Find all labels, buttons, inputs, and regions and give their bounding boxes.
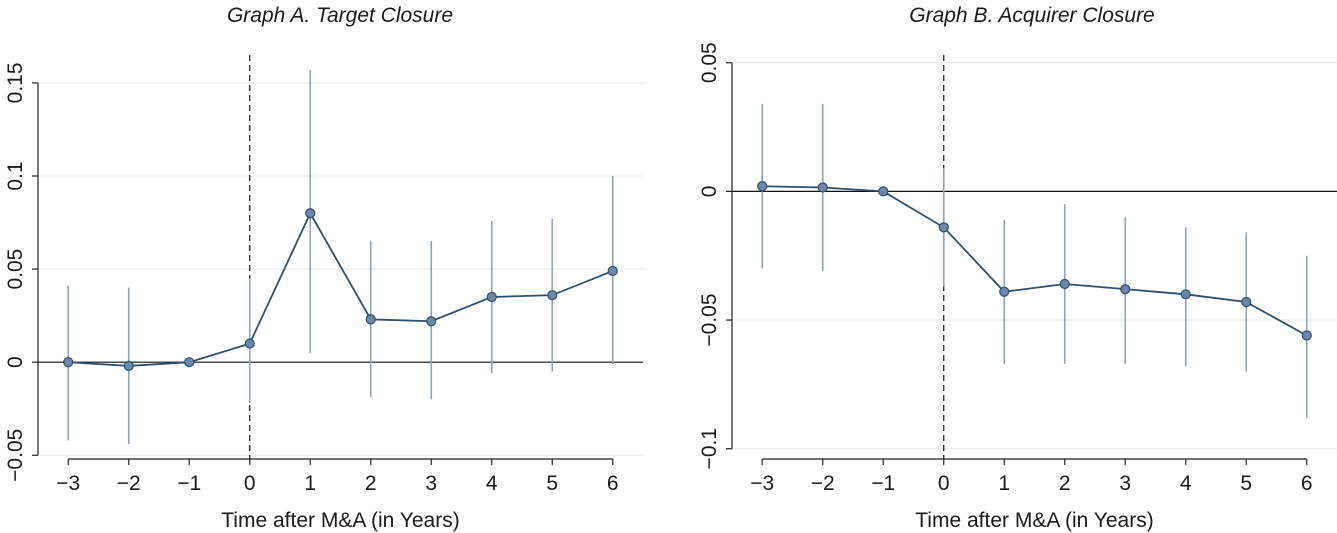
panel-a-ytick-label-4: 0.15 (4, 62, 27, 103)
panel-a-point-7 (486, 291, 497, 303)
panel-b-point-6 (1120, 284, 1131, 295)
panel-b-point-4 (999, 286, 1010, 297)
panel-a-point-1 (123, 360, 134, 372)
panel-a-xtick-label-3: 0 (244, 472, 256, 495)
panel-b-ytick-label-3: 0.05 (698, 42, 721, 83)
panel-a-xtick-label-7: 4 (486, 472, 498, 495)
panel-b: Graph B. Acquirer Closure −0.1 −0.05 0 0.05 −… (698, 4, 1337, 532)
panel-b-point-2 (878, 186, 889, 197)
panel-b-xtick-label-4: 1 (998, 472, 1010, 495)
panel-b-point-5 (1059, 278, 1070, 290)
panel-a-title: Graph A. Target Closure (227, 4, 453, 27)
panel-b-xtick-label-9: 6 (1301, 472, 1313, 495)
panel-a-point-3 (244, 338, 255, 349)
panel-b-series-line (762, 185, 1308, 337)
panel-a-xtick-label-9: 6 (607, 472, 619, 495)
panel-b-xtick-label-5: 2 (1059, 472, 1071, 495)
panel-a-xtick-label-4: 1 (304, 472, 316, 495)
panel-a-xtick-label-8: 5 (546, 472, 558, 495)
panel-b-xtick-label-3: 0 (938, 472, 950, 495)
panel-a-xtick-label-0: −3 (56, 472, 80, 495)
panel-a-point-2 (184, 357, 195, 368)
panel-b-xtick-label-2: −1 (871, 472, 895, 495)
panel-a-point-5 (365, 314, 376, 325)
panel-a-point-8 (547, 290, 558, 301)
panel-b-xtick-label-0: −3 (750, 472, 774, 495)
panel-a-xtick-label-6: 3 (425, 472, 437, 495)
panel-b-point-0 (757, 181, 768, 192)
panel-a-xtick-label-2: −1 (177, 472, 201, 495)
panel-b-title: Graph B. Acquirer Closure (909, 4, 1155, 27)
panel-a-point-0 (63, 357, 74, 368)
panel-b-xtick-label-1: −2 (811, 472, 835, 495)
panel-a-x-axis-label: Time after M&A (in Years) (221, 509, 459, 532)
panel-b-point-8 (1241, 296, 1252, 308)
panel-a-series-line (68, 211, 614, 367)
panel-b-point-3 (938, 222, 949, 233)
panel-a-xtick-label-1: −2 (117, 472, 141, 495)
panel-a-ytick-label-2: 0.05 (4, 249, 27, 290)
panel-b-ytick-label-2: 0 (698, 186, 721, 198)
panel-b-point-9 (1301, 330, 1312, 341)
panel-a-ytick-label-0: −0.05 (4, 429, 27, 482)
panel-a-ytick-label-3: 0.1 (4, 161, 27, 190)
panel-b-ytick-label-1: −0.05 (698, 293, 721, 346)
panel-b-xtick-label-8: 5 (1240, 472, 1252, 495)
panel-a: Graph A. Target Closure −0.05 0 0.05 0.1 0.15… (4, 4, 643, 532)
panel-b-xtick-label-6: 3 (1119, 472, 1131, 495)
panel-b-ytick-label-0: −0.1 (698, 428, 721, 469)
panel-b-point-7 (1180, 289, 1191, 300)
panel-a-xtick-label-5: 2 (365, 472, 377, 495)
panel-a-point-6 (426, 316, 437, 327)
panel-a-ytick-label-1: 0 (4, 356, 27, 368)
panel-b-xtick-label-7: 4 (1180, 472, 1192, 495)
panel-a-point-4 (305, 208, 316, 219)
panel-a-point-9 (607, 265, 618, 277)
panel-b-point-1 (817, 182, 828, 193)
panel-b-x-axis-label: Time after M&A (in Years) (915, 509, 1153, 532)
